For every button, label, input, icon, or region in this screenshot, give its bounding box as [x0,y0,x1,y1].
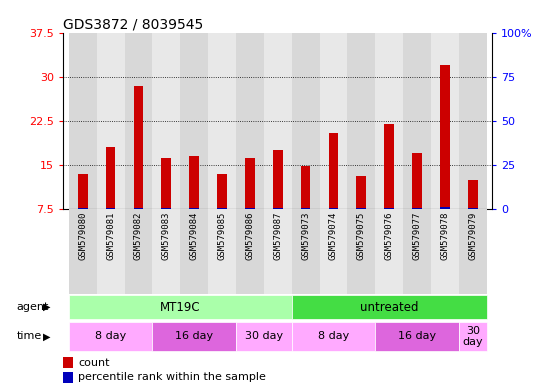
Bar [208,33,236,209]
Bar [273,208,283,209]
Text: GSM579074: GSM579074 [329,212,338,260]
Bar [162,208,171,209]
Bar [97,33,124,209]
Bar [384,124,394,209]
Text: GSM579077: GSM579077 [412,212,421,260]
Text: GSM579078: GSM579078 [441,212,449,260]
Text: 8 day: 8 day [318,331,349,341]
Bar [328,208,338,209]
Bar [320,33,348,209]
Text: GSM579086: GSM579086 [245,212,255,260]
Bar [384,208,394,209]
Bar [245,208,255,209]
Bar [440,207,450,209]
Bar [468,208,477,209]
Text: 30
day: 30 day [463,326,483,347]
Bar [124,209,152,294]
Bar [301,208,311,209]
Bar [403,209,431,294]
Bar [403,33,431,209]
Bar [162,158,171,209]
Text: GSM579083: GSM579083 [162,212,171,260]
Text: GSM579076: GSM579076 [384,212,394,260]
Bar [97,209,124,294]
Bar [459,209,487,294]
Text: time: time [16,331,42,341]
Bar [328,133,338,209]
Text: GSM579079: GSM579079 [468,212,477,260]
Bar [292,322,375,351]
Bar [180,209,208,294]
Bar [459,322,487,351]
Text: GDS3872 / 8039545: GDS3872 / 8039545 [63,18,204,31]
Bar [356,208,366,209]
Bar [348,33,375,209]
Bar [152,33,180,209]
Bar [292,33,320,209]
Bar [431,209,459,294]
Text: GSM579087: GSM579087 [273,212,282,260]
Bar [264,33,292,209]
Text: GSM579080: GSM579080 [78,212,87,260]
Text: 8 day: 8 day [95,331,126,341]
Text: GSM579082: GSM579082 [134,212,143,260]
Bar [217,208,227,209]
Text: ▶: ▶ [43,331,51,341]
Text: 16 day: 16 day [175,331,213,341]
Text: percentile rank within the sample: percentile rank within the sample [78,372,266,382]
Bar [69,33,97,209]
Bar [152,209,180,294]
Text: GSM579073: GSM579073 [301,212,310,260]
Text: GSM579085: GSM579085 [218,212,227,260]
Text: 30 day: 30 day [245,331,283,341]
Bar [264,209,292,294]
Text: GSM579075: GSM579075 [357,212,366,260]
Bar [180,33,208,209]
Bar [320,209,348,294]
Bar [356,176,366,209]
Bar [273,151,283,209]
Bar [236,322,292,351]
Bar [189,156,199,209]
Bar [468,180,477,209]
Text: ▶: ▶ [43,302,51,312]
Bar [348,209,375,294]
Bar [292,209,320,294]
Bar [375,33,403,209]
Bar [106,147,116,209]
Text: GSM579084: GSM579084 [190,212,199,260]
Bar [412,153,422,209]
Text: MT19C: MT19C [160,301,201,314]
Bar [459,33,487,209]
Bar [301,166,311,209]
Bar [63,372,73,382]
Bar [236,209,264,294]
Bar [78,174,87,209]
Bar [236,33,264,209]
Text: untreated: untreated [360,301,419,314]
Bar [208,209,236,294]
Bar [189,208,199,209]
Bar [124,33,152,209]
Bar [431,33,459,209]
Bar [245,158,255,209]
Bar [152,322,236,351]
Bar [69,322,152,351]
Bar [134,207,144,209]
Bar [412,208,422,209]
Bar [440,65,450,209]
Bar [292,295,487,319]
Bar [375,322,459,351]
Bar [106,207,116,209]
Text: GSM579081: GSM579081 [106,212,115,260]
Bar [69,295,292,319]
Text: agent: agent [16,302,49,312]
Bar [217,174,227,209]
Bar [63,357,73,368]
Bar [134,86,144,209]
Bar [375,209,403,294]
Bar [69,209,97,294]
Text: count: count [78,358,110,368]
Text: 16 day: 16 day [398,331,436,341]
